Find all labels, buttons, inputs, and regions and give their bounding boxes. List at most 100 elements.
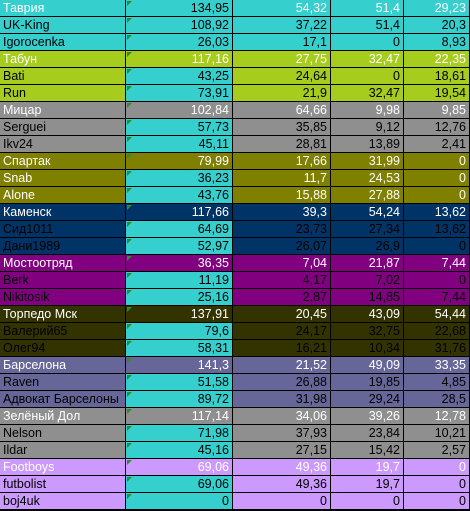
total-points-cell[interactable]: 102,84 (126, 102, 233, 119)
points-col-3-cell[interactable]: 13,89 (331, 136, 404, 153)
player-name-cell[interactable]: Snab (0, 170, 126, 187)
points-col-4-cell[interactable]: 10,21 (404, 425, 470, 442)
team-name-cell[interactable]: Мостоотряд (0, 255, 126, 272)
points-col-3-cell[interactable]: 39,26 (331, 408, 404, 425)
total-points-cell[interactable]: 117,14 (126, 408, 233, 425)
team-name-cell[interactable]: Мицар (0, 102, 126, 119)
total-points-cell[interactable]: 57,73 (126, 119, 233, 136)
points-col-4-cell[interactable]: 22,68 (404, 323, 470, 340)
points-col-4-cell[interactable]: 12,76 (404, 119, 470, 136)
points-col-2-cell[interactable]: 24,17 (233, 323, 331, 340)
player-name-cell[interactable]: Адвокат Барселоны (0, 391, 126, 408)
total-points-cell[interactable]: 137,91 (126, 306, 233, 323)
points-col-4-cell[interactable]: 22,35 (404, 51, 470, 68)
points-col-4-cell[interactable]: 9,85 (404, 102, 470, 119)
points-col-3-cell[interactable]: 0 (331, 493, 404, 510)
total-points-cell[interactable]: 117,16 (126, 51, 233, 68)
player-name-cell[interactable]: Сид1011 (0, 221, 126, 238)
player-name-cell[interactable]: Ikv24 (0, 136, 126, 153)
points-col-3-cell[interactable]: 49,09 (331, 357, 404, 374)
points-col-4-cell[interactable]: 54,44 (404, 306, 470, 323)
points-col-2-cell[interactable]: 17,66 (233, 153, 331, 170)
player-name-cell[interactable]: Валерий65 (0, 323, 126, 340)
points-col-3-cell[interactable]: 9,12 (331, 119, 404, 136)
points-col-4-cell[interactable]: 20,3 (404, 17, 470, 34)
total-points-cell[interactable]: 45,11 (126, 136, 233, 153)
points-col-4-cell[interactable]: 2,41 (404, 136, 470, 153)
total-points-cell[interactable]: 69,06 (126, 459, 233, 476)
points-col-4-cell[interactable]: 7,44 (404, 289, 470, 306)
points-col-3-cell[interactable]: 0 (331, 68, 404, 85)
points-col-2-cell[interactable]: 26,07 (233, 238, 331, 255)
team-name-cell[interactable]: Footboys (0, 459, 126, 476)
points-col-3-cell[interactable]: 31,99 (331, 153, 404, 170)
player-name-cell[interactable]: Raven (0, 374, 126, 391)
total-points-cell[interactable]: 52,97 (126, 238, 233, 255)
total-points-cell[interactable]: 11,19 (126, 272, 233, 289)
points-col-3-cell[interactable]: 26,9 (331, 238, 404, 255)
points-col-3-cell[interactable]: 32,47 (331, 85, 404, 102)
points-col-3-cell[interactable]: 27,88 (331, 187, 404, 204)
total-points-cell[interactable]: 117,66 (126, 204, 233, 221)
team-name-cell[interactable]: Барселона (0, 357, 126, 374)
total-points-cell[interactable]: 64,69 (126, 221, 233, 238)
points-col-2-cell[interactable]: 49,36 (233, 459, 331, 476)
points-col-3-cell[interactable]: 54,24 (331, 204, 404, 221)
points-col-4-cell[interactable]: 19,54 (404, 85, 470, 102)
points-col-3-cell[interactable]: 27,34 (331, 221, 404, 238)
points-col-3-cell[interactable]: 23,84 (331, 425, 404, 442)
points-col-2-cell[interactable]: 20,45 (233, 306, 331, 323)
points-col-4-cell[interactable]: 13,62 (404, 221, 470, 238)
player-name-cell[interactable]: Serguei (0, 119, 126, 136)
team-name-cell[interactable]: Спартак (0, 153, 126, 170)
points-col-3-cell[interactable]: 51,4 (331, 0, 404, 17)
points-col-3-cell[interactable]: 19,85 (331, 374, 404, 391)
points-col-2-cell[interactable]: 0 (233, 493, 331, 510)
points-col-2-cell[interactable]: 21,52 (233, 357, 331, 374)
team-name-cell[interactable]: Зелёный Дол (0, 408, 126, 425)
total-points-cell[interactable]: 36,35 (126, 255, 233, 272)
points-col-2-cell[interactable]: 37,22 (233, 17, 331, 34)
points-col-2-cell[interactable]: 39,3 (233, 204, 331, 221)
total-points-cell[interactable]: 79,99 (126, 153, 233, 170)
points-col-4-cell[interactable]: 0 (404, 153, 470, 170)
total-points-cell[interactable]: 26,03 (126, 34, 233, 51)
team-name-cell[interactable]: Каменск (0, 204, 126, 221)
points-col-4-cell[interactable]: 2,57 (404, 442, 470, 459)
player-name-cell[interactable]: Дани1989 (0, 238, 126, 255)
points-col-2-cell[interactable]: 37,93 (233, 425, 331, 442)
player-name-cell[interactable]: boj4uk (0, 493, 126, 510)
points-col-3-cell[interactable]: 9,98 (331, 102, 404, 119)
total-points-cell[interactable]: 134,95 (126, 0, 233, 17)
points-col-2-cell[interactable]: 27,75 (233, 51, 331, 68)
player-name-cell[interactable]: Igorocenka (0, 34, 126, 51)
points-col-2-cell[interactable]: 64,66 (233, 102, 331, 119)
total-points-cell[interactable]: 108,92 (126, 17, 233, 34)
player-name-cell[interactable]: Berk (0, 272, 126, 289)
player-name-cell[interactable]: Nikitosik (0, 289, 126, 306)
points-col-2-cell[interactable]: 27,15 (233, 442, 331, 459)
total-points-cell[interactable]: 25,16 (126, 289, 233, 306)
points-col-2-cell[interactable]: 49,36 (233, 476, 331, 493)
points-col-4-cell[interactable]: 28,5 (404, 391, 470, 408)
points-col-3-cell[interactable]: 19,7 (331, 459, 404, 476)
points-col-4-cell[interactable]: 0 (404, 170, 470, 187)
points-col-2-cell[interactable]: 24,64 (233, 68, 331, 85)
points-col-2-cell[interactable]: 4,17 (233, 272, 331, 289)
points-col-3-cell[interactable]: 15,42 (331, 442, 404, 459)
player-name-cell[interactable]: UK-King (0, 17, 126, 34)
player-name-cell[interactable]: Alone (0, 187, 126, 204)
total-points-cell[interactable]: 45,16 (126, 442, 233, 459)
points-col-2-cell[interactable]: 34,06 (233, 408, 331, 425)
points-col-3-cell[interactable]: 24,53 (331, 170, 404, 187)
team-name-cell[interactable]: Торпедо Мск (0, 306, 126, 323)
points-col-2-cell[interactable]: 23,73 (233, 221, 331, 238)
total-points-cell[interactable]: 36,23 (126, 170, 233, 187)
player-name-cell[interactable]: Ildar (0, 442, 126, 459)
points-col-4-cell[interactable]: 0 (404, 459, 470, 476)
points-col-4-cell[interactable]: 13,62 (404, 204, 470, 221)
player-name-cell[interactable]: Олег94 (0, 340, 126, 357)
points-col-4-cell[interactable]: 18,61 (404, 68, 470, 85)
team-name-cell[interactable]: Табун (0, 51, 126, 68)
points-col-4-cell[interactable]: 0 (404, 187, 470, 204)
